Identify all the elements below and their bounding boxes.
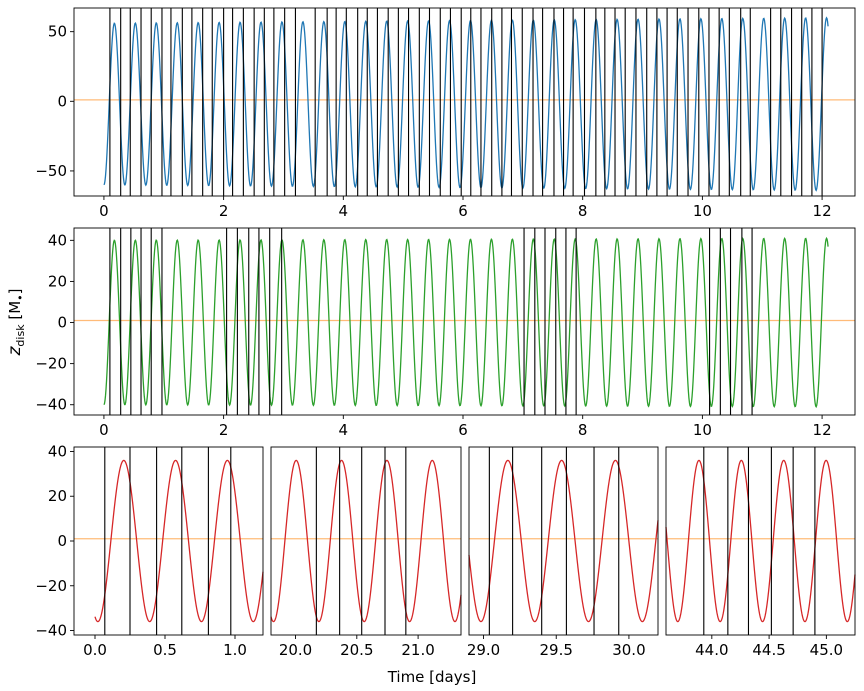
top-ytick-label: 50 bbox=[48, 23, 67, 41]
bottom-panel-marks bbox=[468, 447, 659, 635]
middle-xtick-label: 0 bbox=[99, 421, 109, 439]
y-axis-label: zdisk [M•] bbox=[5, 288, 27, 356]
bottom-1-ytick-label: −40 bbox=[35, 622, 67, 640]
middle-ytick-label: −40 bbox=[35, 396, 67, 414]
bottom-4-xtick-label: 44.5 bbox=[752, 641, 785, 659]
top-xtick-label: 2 bbox=[219, 202, 229, 220]
top-panel-marks bbox=[74, 8, 855, 196]
middle-xtick-label: 4 bbox=[339, 421, 349, 439]
middle-xtick-label: 6 bbox=[458, 421, 468, 439]
top-xtick-label: 8 bbox=[578, 202, 588, 220]
bottom-panel-marks bbox=[74, 447, 264, 635]
bottom-3-series-line bbox=[468, 459, 659, 623]
bottom-3-xtick-label: 29.5 bbox=[540, 641, 573, 659]
bottom-4-series-line bbox=[665, 459, 856, 623]
bottom-panel-frame bbox=[270, 446, 462, 636]
middle-ytick-label: 20 bbox=[48, 272, 67, 290]
bottom-4-xtick-label: 45.0 bbox=[810, 641, 843, 659]
bottom-1-xtick-label: 0.0 bbox=[83, 641, 107, 659]
bottom-panel-ticks: 29.0 29.5 30.0 bbox=[467, 635, 646, 659]
bottom-1-ytick-label: −20 bbox=[35, 577, 67, 595]
top-panel-ticks: 0 2 4 6 8 10 12 50 0 −50 bbox=[35, 23, 831, 220]
top-xtick-label: 10 bbox=[693, 202, 712, 220]
bottom-panel-ticks: 20.0 20.5 21.0 bbox=[279, 635, 435, 659]
bottom-panel-frame bbox=[468, 446, 659, 636]
middle-panel-marks bbox=[74, 228, 855, 415]
bottom-2-xtick-label: 20.0 bbox=[279, 641, 312, 659]
middle-panel-ticks: 0 2 4 6 8 10 12 40 20 0 −20 −40 bbox=[35, 231, 831, 439]
bottom-panels: 0.0 0.5 1.0 40 20 0 −20 −40 20.0 20.5 21.0 29.0 29.5… bbox=[35, 442, 856, 659]
middle-panel-frame bbox=[73, 227, 856, 416]
top-series-line bbox=[103, 16, 829, 192]
middle-panel: 0 2 4 6 8 10 12 40 20 0 −20 −40 bbox=[35, 227, 856, 439]
bottom-1-xtick-label: 0.5 bbox=[153, 641, 177, 659]
bottom-1-ytick-label: 40 bbox=[48, 442, 67, 460]
bottom-panel: 29.0 29.5 30.0 bbox=[467, 446, 659, 659]
middle-series-line bbox=[103, 236, 829, 409]
bottom-panel: 20.0 20.5 21.0 bbox=[270, 446, 462, 659]
bottom-2-series-line bbox=[270, 459, 462, 623]
top-panel: 0 2 4 6 8 10 12 50 0 −50 bbox=[35, 7, 856, 220]
middle-ytick-label: 0 bbox=[57, 314, 67, 332]
bottom-panel-frame bbox=[73, 446, 264, 636]
bottom-3-xtick-label: 30.0 bbox=[612, 641, 645, 659]
bottom-1-xtick-label: 1.0 bbox=[223, 641, 247, 659]
top-xtick-label: 0 bbox=[99, 202, 109, 220]
bottom-panel-marks bbox=[270, 447, 462, 635]
middle-xtick-label: 2 bbox=[219, 421, 229, 439]
bottom-panel: 0.0 0.5 1.0 40 20 0 −20 −40 bbox=[35, 442, 264, 659]
top-ytick-label: −50 bbox=[35, 162, 67, 180]
top-ytick-label: 0 bbox=[57, 92, 67, 110]
bottom-4-xtick-label: 44.0 bbox=[695, 641, 728, 659]
middle-xtick-label: 12 bbox=[813, 421, 832, 439]
bottom-2-xtick-label: 20.5 bbox=[340, 641, 373, 659]
bottom-panel-ticks: 44.0 44.5 45.0 bbox=[695, 635, 843, 659]
bottom-panel-marks bbox=[665, 447, 856, 635]
middle-xtick-label: 8 bbox=[578, 421, 588, 439]
x-axis-label: Time [days] bbox=[387, 668, 477, 686]
top-xtick-label: 12 bbox=[813, 202, 832, 220]
top-panel-frame bbox=[73, 7, 856, 197]
top-xtick-label: 4 bbox=[339, 202, 349, 220]
bottom-panel-ticks: 0.0 0.5 1.0 40 20 0 −20 −40 bbox=[35, 442, 247, 659]
middle-ytick-label: −20 bbox=[35, 355, 67, 373]
bottom-3-xtick-label: 29.0 bbox=[467, 641, 500, 659]
middle-xtick-label: 10 bbox=[693, 421, 712, 439]
bottom-1-ytick-label: 0 bbox=[57, 532, 67, 550]
bottom-panel-frame bbox=[665, 446, 856, 636]
bottom-2-xtick-label: 21.0 bbox=[401, 641, 434, 659]
bottom-panel: 44.0 44.5 45.0 bbox=[665, 446, 856, 659]
bottom-1-ytick-label: 20 bbox=[48, 487, 67, 505]
middle-ytick-label: 40 bbox=[48, 231, 67, 249]
top-xtick-label: 6 bbox=[458, 202, 468, 220]
bottom-1-series-line bbox=[94, 459, 264, 623]
